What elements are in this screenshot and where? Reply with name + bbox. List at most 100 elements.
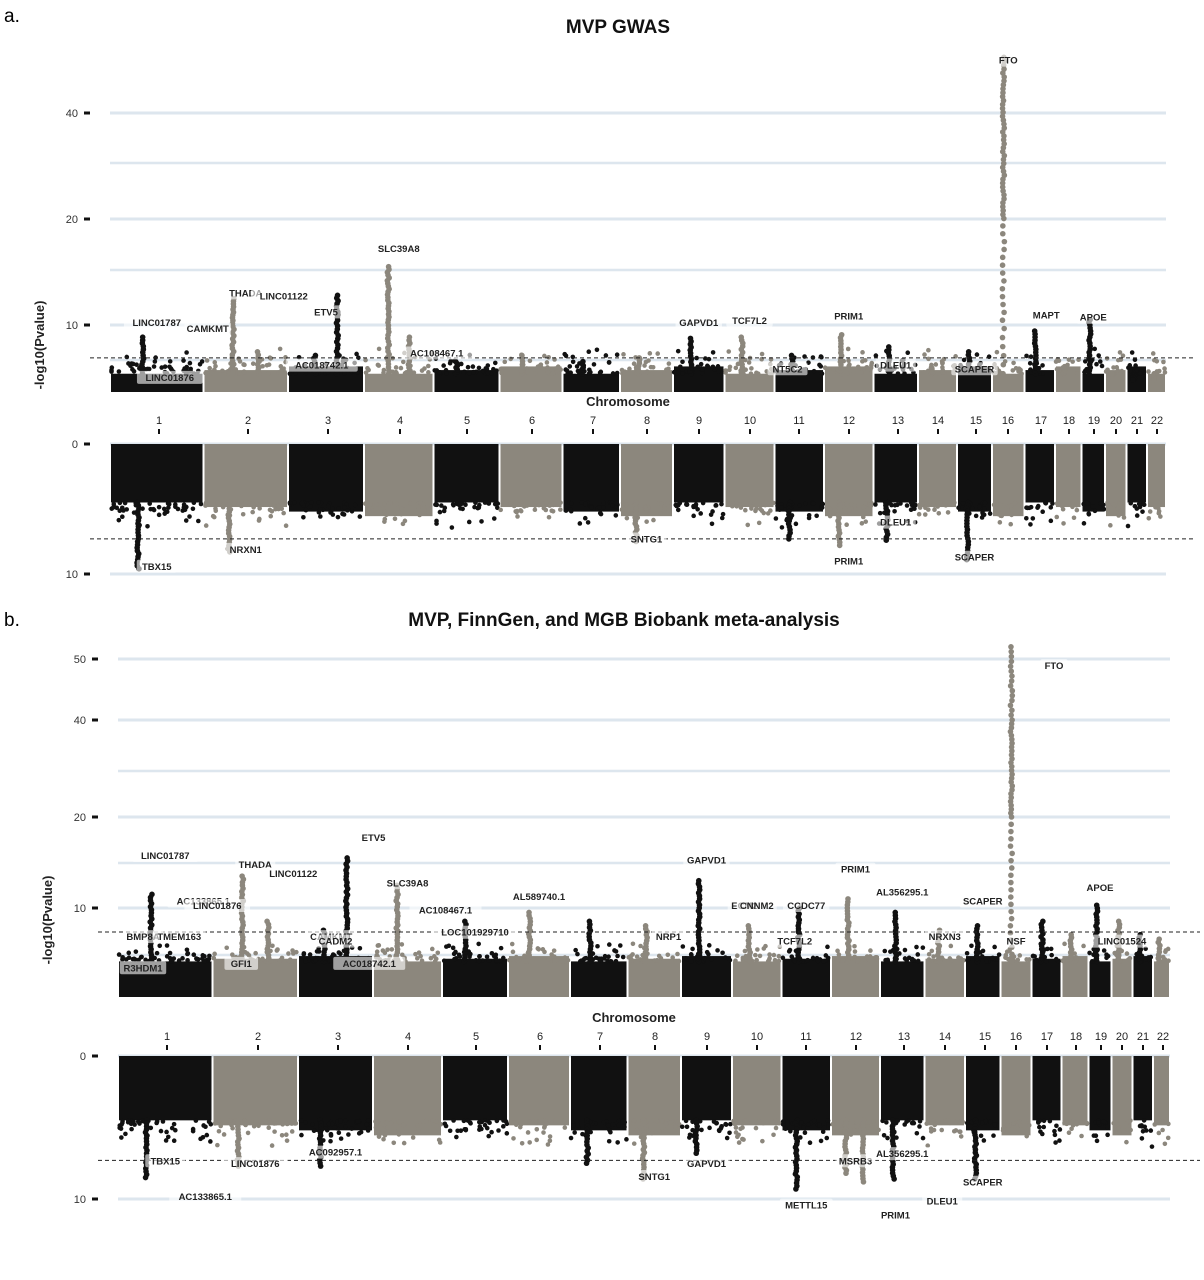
point xyxy=(1161,359,1166,365)
point xyxy=(909,1120,915,1126)
point xyxy=(877,510,883,516)
point xyxy=(845,346,851,352)
point xyxy=(665,500,671,506)
peak-point xyxy=(999,270,1006,276)
chromosome-label: 18 xyxy=(1063,415,1075,427)
point xyxy=(931,502,936,508)
point xyxy=(997,520,1003,525)
point xyxy=(450,502,456,507)
point xyxy=(299,1132,304,1138)
point xyxy=(400,1122,406,1128)
point xyxy=(1014,1123,1020,1129)
point xyxy=(489,1129,494,1135)
peak-point xyxy=(1001,278,1007,284)
point xyxy=(116,369,122,374)
point xyxy=(615,953,620,959)
point xyxy=(220,504,226,510)
point xyxy=(237,371,243,376)
point xyxy=(1071,1118,1076,1124)
peak-point xyxy=(738,334,745,340)
peak-point xyxy=(788,352,795,359)
point xyxy=(208,1122,214,1127)
point xyxy=(709,521,715,527)
point xyxy=(960,501,966,506)
point xyxy=(1012,500,1018,506)
point xyxy=(1116,1130,1122,1135)
point xyxy=(1162,1141,1168,1147)
point xyxy=(212,951,217,957)
point xyxy=(486,958,492,964)
point xyxy=(268,513,274,519)
point xyxy=(810,501,816,506)
point xyxy=(753,508,758,514)
peak-point xyxy=(1000,301,1006,308)
point xyxy=(859,521,865,526)
point xyxy=(902,947,908,953)
point xyxy=(582,515,588,521)
y-tick-label: 0 xyxy=(80,1051,86,1063)
point xyxy=(401,503,407,508)
point xyxy=(706,943,712,948)
point xyxy=(126,950,132,956)
peak-point xyxy=(687,335,694,342)
point xyxy=(318,514,323,519)
point xyxy=(221,1132,227,1137)
point xyxy=(203,1124,208,1130)
point xyxy=(606,954,611,960)
gene-label: SCAPER xyxy=(955,364,995,375)
point xyxy=(1133,363,1138,368)
point xyxy=(688,959,694,964)
point xyxy=(357,945,363,951)
y-tick-label: 20 xyxy=(74,812,86,824)
point xyxy=(1156,510,1162,516)
point xyxy=(1047,1118,1053,1124)
peak-point xyxy=(999,254,1006,261)
point xyxy=(1071,515,1077,521)
point xyxy=(542,1124,547,1129)
point xyxy=(453,949,458,955)
point xyxy=(835,948,840,954)
point xyxy=(180,956,185,961)
points-band xyxy=(1082,444,1104,512)
point xyxy=(924,1121,930,1126)
point xyxy=(894,502,900,508)
chromosome-label: 15 xyxy=(970,415,982,427)
gene-label: SCAPER xyxy=(963,1178,1003,1189)
point xyxy=(855,364,861,370)
point xyxy=(738,505,744,510)
point xyxy=(1120,353,1126,359)
point xyxy=(1099,363,1105,369)
point xyxy=(163,1138,169,1143)
point xyxy=(761,510,767,516)
point xyxy=(892,508,897,514)
gene-label-bg xyxy=(767,362,808,376)
point xyxy=(617,943,623,948)
point xyxy=(679,1124,685,1130)
points-band xyxy=(509,1056,569,1126)
point xyxy=(485,500,491,506)
point xyxy=(917,1119,923,1124)
gene-label-bg xyxy=(783,899,830,912)
point xyxy=(950,500,956,505)
point xyxy=(871,1119,876,1124)
point xyxy=(194,956,199,962)
point xyxy=(415,1123,420,1128)
point xyxy=(286,958,292,964)
points-band xyxy=(725,444,774,508)
gene-label-bg xyxy=(152,930,206,944)
point xyxy=(572,1130,577,1135)
point xyxy=(570,354,576,360)
y-axis-label: -log10(Pvalue) xyxy=(32,301,47,390)
point xyxy=(272,1120,278,1126)
gene-label: AC108467.1 xyxy=(419,905,473,916)
gene-label: THADA xyxy=(229,288,262,299)
point xyxy=(374,502,380,507)
point xyxy=(418,500,423,506)
point xyxy=(994,349,1000,355)
point xyxy=(156,504,162,510)
chromosome-label: 8 xyxy=(652,1031,658,1043)
point xyxy=(204,358,210,363)
peak-point xyxy=(586,918,593,925)
point xyxy=(850,1120,855,1125)
chromosome-label: 1 xyxy=(164,1031,170,1043)
